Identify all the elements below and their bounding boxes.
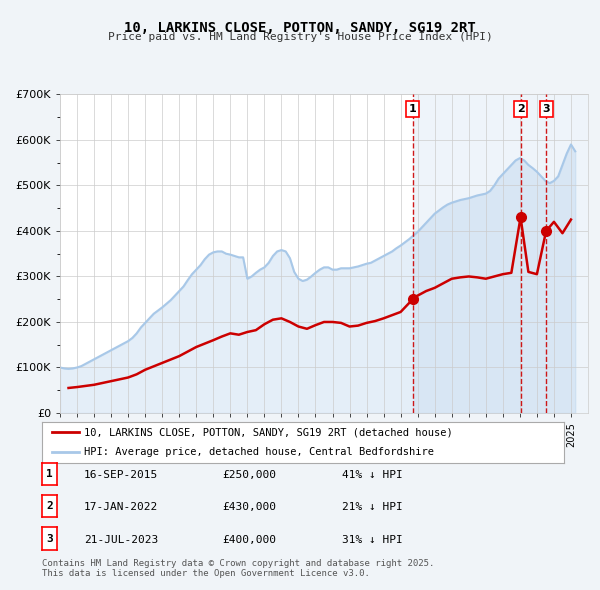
Text: 10, LARKINS CLOSE, POTTON, SANDY, SG19 2RT: 10, LARKINS CLOSE, POTTON, SANDY, SG19 2… (124, 21, 476, 35)
Text: 16-SEP-2015: 16-SEP-2015 (84, 470, 158, 480)
Text: £400,000: £400,000 (222, 535, 276, 545)
Text: 17-JAN-2022: 17-JAN-2022 (84, 503, 158, 512)
Text: 21% ↓ HPI: 21% ↓ HPI (342, 503, 403, 512)
Text: Price paid vs. HM Land Registry's House Price Index (HPI): Price paid vs. HM Land Registry's House … (107, 32, 493, 42)
Text: 31% ↓ HPI: 31% ↓ HPI (342, 535, 403, 545)
Text: 10, LARKINS CLOSE, POTTON, SANDY, SG19 2RT (detached house): 10, LARKINS CLOSE, POTTON, SANDY, SG19 2… (84, 427, 452, 437)
Text: £250,000: £250,000 (222, 470, 276, 480)
Bar (413, 94, 588, 413)
Text: 1: 1 (46, 469, 53, 478)
Text: 41% ↓ HPI: 41% ↓ HPI (342, 470, 403, 480)
Text: £430,000: £430,000 (222, 503, 276, 512)
Text: 3: 3 (46, 534, 53, 543)
Text: 3: 3 (542, 104, 550, 114)
Text: 2: 2 (46, 502, 53, 511)
Text: 21-JUL-2023: 21-JUL-2023 (84, 535, 158, 545)
Text: 2: 2 (517, 104, 524, 114)
Text: 1: 1 (409, 104, 416, 114)
Text: Contains HM Land Registry data © Crown copyright and database right 2025.
This d: Contains HM Land Registry data © Crown c… (42, 559, 434, 578)
Text: HPI: Average price, detached house, Central Bedfordshire: HPI: Average price, detached house, Cent… (84, 447, 434, 457)
